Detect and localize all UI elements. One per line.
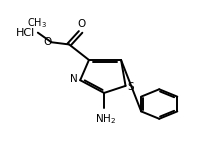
Text: N: N — [71, 74, 78, 84]
Text: HCl: HCl — [16, 28, 35, 38]
Text: O: O — [77, 19, 86, 29]
Text: S: S — [127, 82, 134, 92]
Text: NH$_2$: NH$_2$ — [94, 112, 116, 126]
Text: CH$_3$: CH$_3$ — [27, 16, 47, 30]
Text: O: O — [43, 37, 52, 46]
